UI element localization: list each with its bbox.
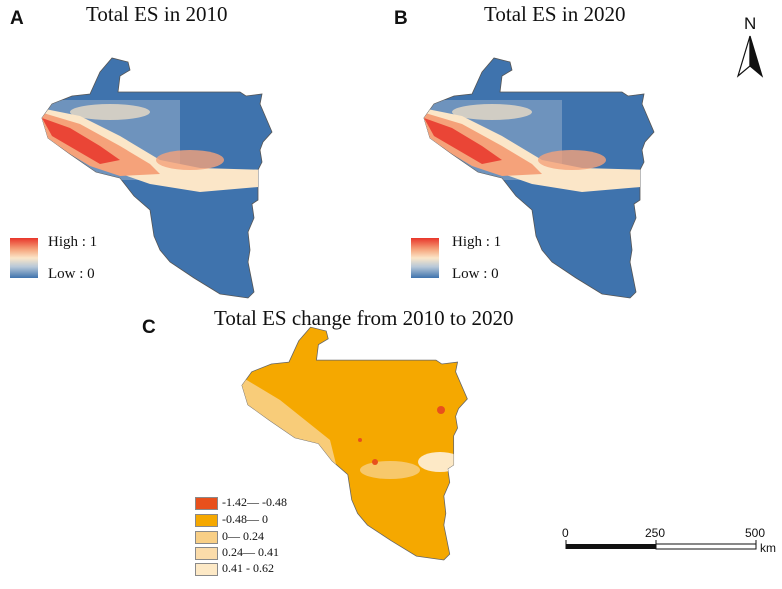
legend-swatch-class-3 (195, 531, 218, 544)
map-2010 (41, 57, 273, 299)
panel-letter-a: A (10, 8, 24, 29)
panel-letter-c: C (142, 317, 156, 338)
legend-label-class-4: 0.24— 0.41 (222, 545, 279, 559)
legend-high-2020: High : 1 (452, 234, 502, 250)
legend-swatch-class-4 (195, 547, 218, 560)
scale-tick-0: 0 (562, 526, 569, 540)
legend-gradient-2010 (10, 238, 38, 278)
legend-low-2020: Low : 0 (452, 266, 499, 282)
legend-label-class-2: -0.48— 0 (222, 512, 268, 526)
north-arrow-icon (736, 35, 764, 78)
legend-swatch-class-1 (195, 497, 218, 510)
legend-swatch-class-2 (195, 514, 218, 527)
legend-gradient-2020 (411, 238, 439, 278)
legend-low-2010: Low : 0 (48, 266, 95, 282)
map-2020 (423, 57, 655, 299)
panel-title-b: Total ES in 2020 (484, 2, 626, 26)
panel-title-a: Total ES in 2010 (86, 2, 228, 26)
panel-title-c: Total ES change from 2010 to 2020 (214, 306, 514, 330)
scale-unit: km (760, 541, 776, 555)
legend-swatch-class-5 (195, 563, 218, 576)
scale-tick-250: 250 (645, 526, 666, 540)
scale-tick-500: 500 (745, 526, 766, 540)
legend-label-class-3: 0— 0.24 (222, 529, 264, 543)
legend-high-2010: High : 1 (48, 234, 98, 250)
north-label: N (744, 14, 757, 33)
legend-label-class-1: -1.42— -0.48 (222, 495, 287, 509)
legend-label-class-5: 0.41 - 0.62 (222, 561, 274, 575)
panel-letter-b: B (394, 8, 408, 29)
scale-bar (565, 540, 757, 550)
